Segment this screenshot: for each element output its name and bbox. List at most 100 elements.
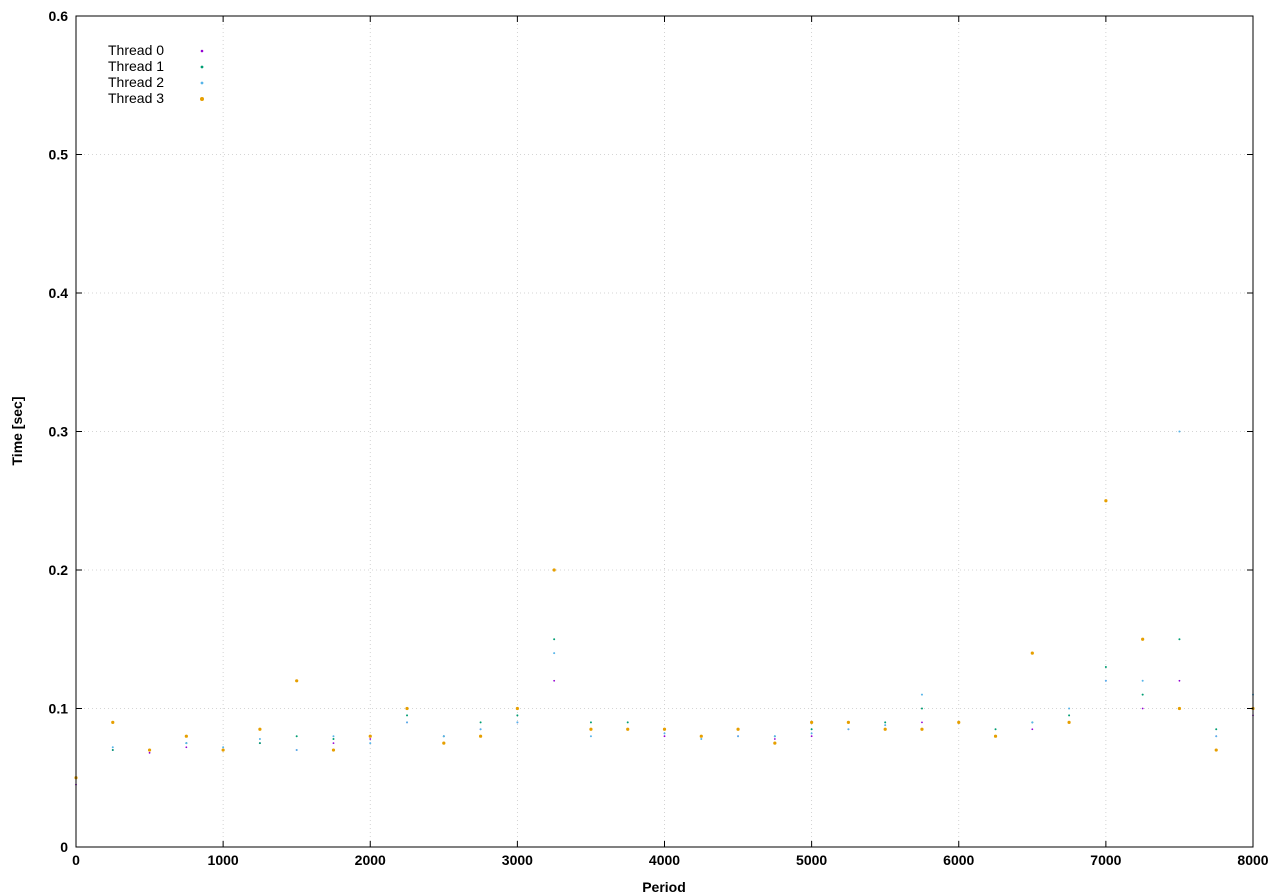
data-point <box>406 714 409 717</box>
y-tick-label: 0.5 <box>49 147 69 163</box>
data-point <box>332 737 335 740</box>
data-point <box>369 742 372 745</box>
data-point <box>1030 651 1034 655</box>
data-point <box>406 721 409 724</box>
data-point <box>626 721 629 724</box>
data-point <box>993 734 998 738</box>
data-point <box>258 737 261 740</box>
data-point <box>920 727 924 731</box>
y-tick-label: 0.4 <box>49 285 69 301</box>
data-point <box>1104 679 1107 682</box>
data-point <box>846 720 851 724</box>
data-point <box>185 746 188 749</box>
data-point <box>332 735 335 738</box>
data-point <box>295 735 298 738</box>
data-point <box>920 693 923 696</box>
y-tick-label: 0.3 <box>49 424 69 440</box>
legend-label: Thread 1 <box>108 58 164 74</box>
x-axis-title: Period <box>642 879 686 895</box>
data-point <box>810 732 813 735</box>
data-point <box>662 727 667 731</box>
data-point <box>222 746 225 749</box>
x-tick-label: 5000 <box>796 852 827 868</box>
data-point <box>369 738 372 740</box>
data-point <box>258 727 262 731</box>
y-tick-label: 0.6 <box>49 8 69 24</box>
x-tick-label: 4000 <box>649 852 680 868</box>
data-point <box>663 735 666 738</box>
data-point <box>148 751 151 754</box>
plot-points <box>74 430 1255 786</box>
data-point <box>478 734 483 738</box>
data-point <box>663 732 666 735</box>
legend-label: Thread 0 <box>108 42 164 58</box>
legend-label: Thread 2 <box>108 74 164 90</box>
data-point <box>1141 707 1144 710</box>
x-tick-label: 6000 <box>943 852 974 868</box>
data-point <box>920 707 923 710</box>
data-point <box>626 727 630 731</box>
data-point <box>810 728 813 731</box>
data-point <box>516 714 519 717</box>
data-point <box>994 728 997 731</box>
data-point <box>332 742 335 745</box>
data-point <box>773 735 776 738</box>
data-point <box>810 720 814 724</box>
y-tick-label: 0 <box>60 839 68 855</box>
data-point <box>1178 679 1181 682</box>
data-point <box>516 721 519 724</box>
data-point <box>295 749 298 752</box>
legend-marker <box>200 49 204 53</box>
data-point <box>184 734 188 738</box>
data-point <box>1141 679 1144 682</box>
data-point <box>1067 720 1071 724</box>
data-point <box>1215 735 1218 738</box>
data-point <box>589 735 592 738</box>
x-tick-label: 8000 <box>1237 852 1268 868</box>
data-point <box>442 735 445 738</box>
data-point <box>258 742 261 745</box>
data-point <box>589 721 592 724</box>
data-point <box>553 638 556 641</box>
series-thread-3 <box>74 499 1255 780</box>
data-point <box>1068 714 1071 717</box>
legend-marker <box>200 81 204 85</box>
x-tick-label: 0 <box>72 852 80 868</box>
axis-ticks: 0 1000 2000 3000 4000 5000 6000 7000 8000 0 0.1 0.2… <box>49 8 1269 868</box>
data-point <box>479 721 482 724</box>
legend-label: Thread 3 <box>108 90 164 106</box>
data-point <box>736 727 740 731</box>
data-point <box>773 738 776 740</box>
data-point <box>1104 499 1108 503</box>
data-point <box>884 721 887 724</box>
data-point <box>1141 693 1144 696</box>
x-tick-label: 7000 <box>1090 852 1121 868</box>
data-point <box>331 748 336 752</box>
data-point <box>1177 706 1182 711</box>
data-point <box>699 734 703 738</box>
data-point <box>1031 728 1034 731</box>
data-point <box>515 706 519 711</box>
y-tick-label: 0.1 <box>49 701 69 717</box>
data-point <box>884 724 887 727</box>
data-point <box>479 728 482 731</box>
data-point <box>957 720 961 724</box>
y-tick-label: 0.2 <box>49 562 69 578</box>
data-point <box>111 749 114 752</box>
data-point <box>221 748 225 752</box>
data-point <box>737 735 740 738</box>
data-point <box>553 652 556 655</box>
data-point <box>111 746 114 749</box>
data-point <box>295 679 299 683</box>
data-point <box>883 727 887 731</box>
data-point <box>442 741 446 745</box>
data-point <box>147 748 152 752</box>
data-point <box>553 679 556 682</box>
data-point <box>1215 728 1218 731</box>
data-point <box>1141 637 1145 641</box>
data-point <box>111 720 115 724</box>
legend-marker <box>200 65 204 69</box>
data-point <box>1178 638 1181 641</box>
